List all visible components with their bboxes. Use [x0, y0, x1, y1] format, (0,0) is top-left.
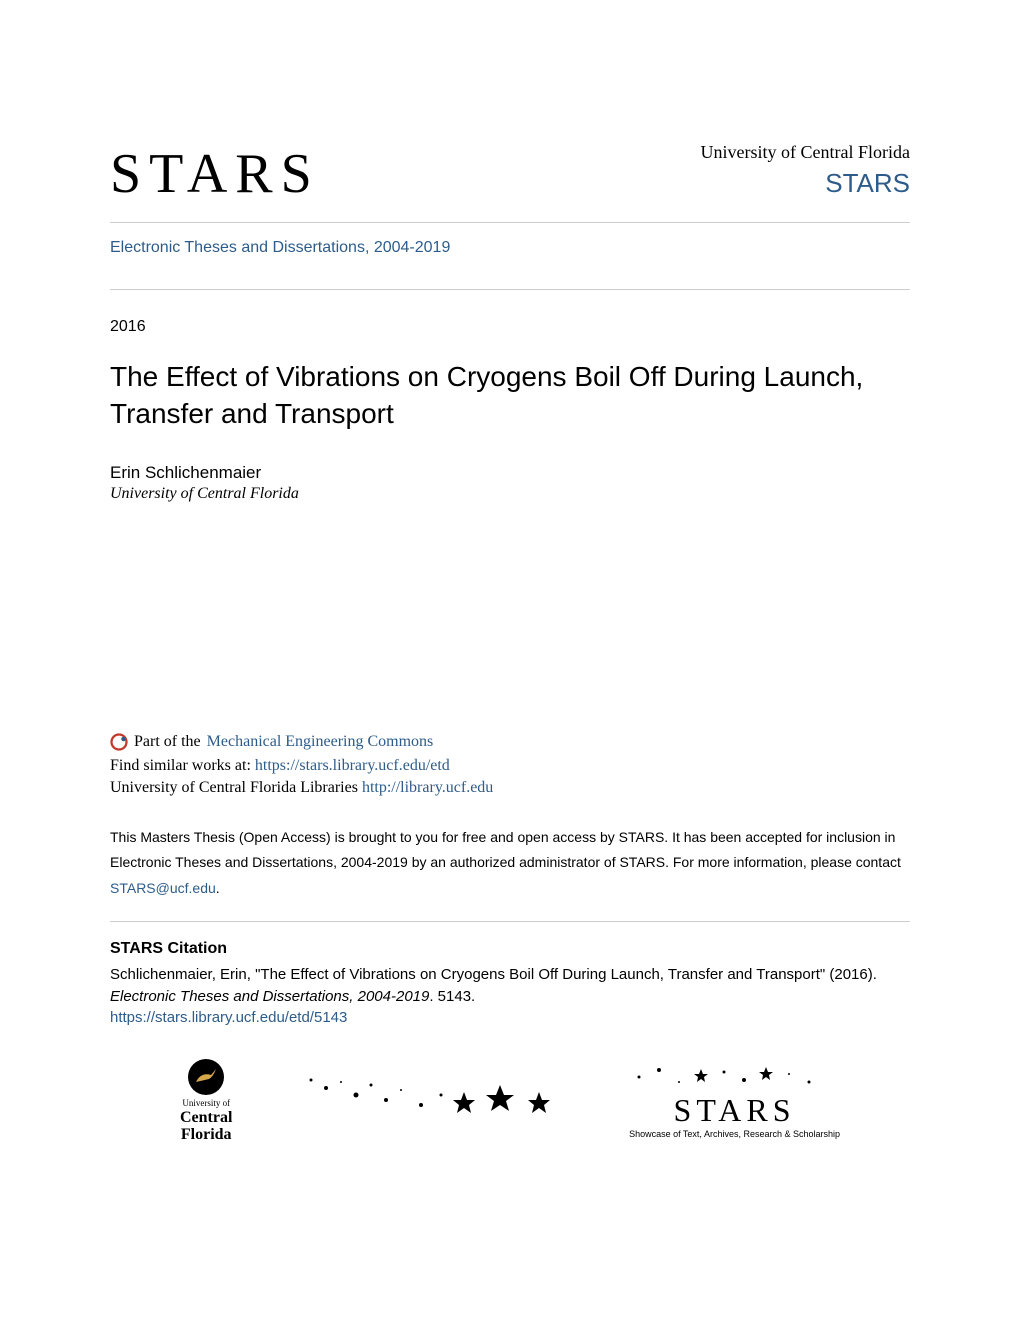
libraries-url[interactable]: http://library.ucf.edu: [362, 779, 493, 796]
stars-tagline: Showcase of Text, Archives, Research & S…: [629, 1129, 840, 1139]
libraries-prefix: University of Central Florida Libraries: [110, 779, 362, 796]
access-paragraph: This Masters Thesis (Open Access) is bro…: [110, 825, 910, 901]
similar-works-prefix: Find similar works at:: [110, 757, 255, 774]
network-icon: [110, 733, 128, 751]
document-title: The Effect of Vibrations on Cryogens Boi…: [110, 358, 910, 434]
divider: [110, 289, 910, 290]
citation-url[interactable]: https://stars.library.ucf.edu/etd/5143: [110, 1009, 347, 1026]
ucf-logo-bot: Florida: [180, 1126, 232, 1144]
header-row: STARS University of Central Florida STAR…: [110, 140, 910, 223]
pegasus-icon: [181, 1057, 231, 1097]
footer-logos: University of Central Florida STARS Show…: [110, 1057, 910, 1144]
citation-author: Schlichenmaier, Erin,: [110, 966, 255, 983]
citation-series: Electronic Theses and Dissertations, 200…: [110, 988, 429, 1005]
stars-footer-logo: STARS Showcase of Text, Archives, Resear…: [629, 1062, 840, 1139]
citation-title-quoted: "The Effect of Vibrations on Cryogens Bo…: [255, 966, 877, 983]
network-prefix: Part of the: [134, 733, 201, 751]
network-row: Part of the Mechanical Engineering Commo…: [110, 733, 910, 751]
ucf-logo-top: University of: [180, 1099, 232, 1109]
stars-logo: STARS: [110, 146, 320, 202]
university-name: University of Central Florida: [701, 140, 910, 165]
publication-year: 2016: [110, 318, 910, 336]
ucf-logo: University of Central Florida: [180, 1057, 232, 1144]
author-affiliation: University of Central Florida: [110, 485, 910, 503]
contact-email[interactable]: STARS@ucf.edu: [110, 880, 216, 896]
commons-link[interactable]: Mechanical Engineering Commons: [207, 733, 434, 751]
access-text-2: .: [216, 880, 220, 896]
star-scatter-icon: [629, 1062, 829, 1092]
collection-link[interactable]: Electronic Theses and Dissertations, 200…: [110, 239, 910, 273]
ucf-logo-mid: Central: [180, 1109, 232, 1127]
citation-heading: STARS Citation: [110, 940, 910, 958]
citation-section: STARS Citation Schlichenmaier, Erin, "Th…: [110, 921, 910, 1027]
citation-text: Schlichenmaier, Erin, "The Effect of Vib…: [110, 964, 910, 1009]
similar-works-url[interactable]: https://stars.library.ucf.edu/etd: [255, 757, 450, 774]
author-name: Erin Schlichenmaier: [110, 463, 910, 483]
stars-header-link[interactable]: STARS: [701, 165, 910, 201]
spacer: [110, 503, 910, 733]
access-text-1: This Masters Thesis (Open Access) is bro…: [110, 829, 901, 870]
citation-number: . 5143.: [429, 988, 475, 1005]
stars-footer-text: STARS: [629, 1092, 840, 1129]
header-right: University of Central Florida STARS: [701, 140, 910, 202]
libraries-line: University of Central Florida Libraries …: [110, 779, 910, 797]
similar-works-line: Find similar works at: https://stars.lib…: [110, 757, 910, 775]
star-trail-icon: [301, 1070, 561, 1130]
